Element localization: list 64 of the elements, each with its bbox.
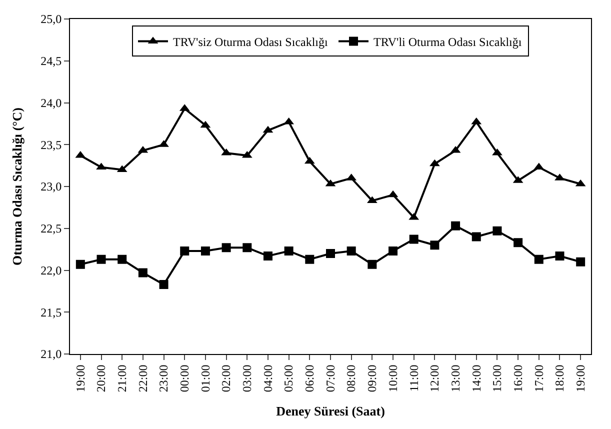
x-tick-label: 10:00 bbox=[386, 364, 400, 392]
y-tick-label: 22,0 bbox=[40, 263, 62, 278]
y-tick-label: 25,0 bbox=[40, 12, 62, 26]
x-tick-label: 06:00 bbox=[302, 364, 317, 392]
point bbox=[409, 234, 418, 244]
x-tick-label: 14:00 bbox=[469, 364, 484, 392]
point bbox=[492, 226, 502, 236]
x-tick-label: 23:00 bbox=[156, 364, 171, 392]
y-tick-label: 24,5 bbox=[40, 54, 62, 68]
x-tick-label: 21:00 bbox=[115, 364, 129, 392]
y-tick-label: 22,5 bbox=[40, 222, 62, 236]
point bbox=[76, 260, 85, 269]
x-tick-label: 00:00 bbox=[178, 364, 192, 392]
y-axis-title: Oturma Odası Sıcaklığı (°C) bbox=[10, 108, 25, 266]
point bbox=[305, 254, 314, 264]
point bbox=[514, 238, 523, 248]
point bbox=[368, 260, 377, 269]
y-tick-label: 24,0 bbox=[40, 96, 62, 110]
x-tick-label: 01:00 bbox=[198, 364, 212, 392]
x-tick-label: 22:00 bbox=[136, 364, 150, 392]
x-tick-label: 13:00 bbox=[448, 364, 462, 392]
point bbox=[451, 221, 460, 230]
x-tick-label: 11:00 bbox=[406, 364, 421, 392]
x-tick-label: 02:00 bbox=[219, 364, 234, 392]
point bbox=[242, 243, 252, 252]
point bbox=[159, 280, 168, 289]
y-tick-label: 21,5 bbox=[40, 305, 62, 320]
point bbox=[326, 249, 335, 258]
x-tick-label: 07:00 bbox=[323, 364, 338, 392]
legend-label: TRV'siz Oturma Odası Sıcaklığı bbox=[173, 34, 329, 49]
point bbox=[346, 246, 356, 256]
point bbox=[430, 240, 440, 250]
point bbox=[138, 268, 148, 278]
point bbox=[576, 257, 586, 266]
y-tick-label: 23,5 bbox=[40, 138, 62, 152]
point bbox=[555, 252, 564, 261]
x-tick-label: 08:00 bbox=[344, 364, 358, 392]
y-tick-label: 23,0 bbox=[40, 180, 62, 194]
x-tick-label: 12:00 bbox=[428, 364, 442, 392]
x-tick-label: 15:00 bbox=[490, 364, 504, 392]
x-tick-label: 04:00 bbox=[260, 364, 275, 392]
point bbox=[534, 254, 544, 264]
x-tick-label: 05:00 bbox=[282, 364, 296, 392]
point bbox=[284, 246, 294, 256]
x-tick-label: 20:00 bbox=[94, 364, 108, 392]
legend-label: TRV'li Oturma Odası Sıcaklığı bbox=[374, 34, 522, 49]
x-tick-label: 17:00 bbox=[532, 364, 546, 392]
point bbox=[388, 246, 398, 256]
x-tick-label: 16:00 bbox=[510, 364, 525, 392]
point bbox=[200, 246, 210, 256]
point bbox=[96, 254, 106, 264]
point bbox=[430, 159, 440, 166]
point bbox=[118, 254, 127, 264]
x-tick-label: 09:00 bbox=[365, 364, 380, 392]
x-tick-label: 19:00 bbox=[573, 364, 588, 392]
point bbox=[472, 232, 481, 242]
point bbox=[222, 243, 231, 252]
x-tick-label: 03:00 bbox=[240, 364, 254, 392]
point bbox=[263, 252, 272, 261]
point bbox=[180, 246, 190, 256]
x-axis-title: Deney Süresi (Saat) bbox=[276, 404, 385, 419]
x-tick-label: 18:00 bbox=[552, 364, 567, 392]
x-tick-label: 19:00 bbox=[73, 364, 88, 392]
y-tick-label: 21,0 bbox=[40, 347, 62, 362]
